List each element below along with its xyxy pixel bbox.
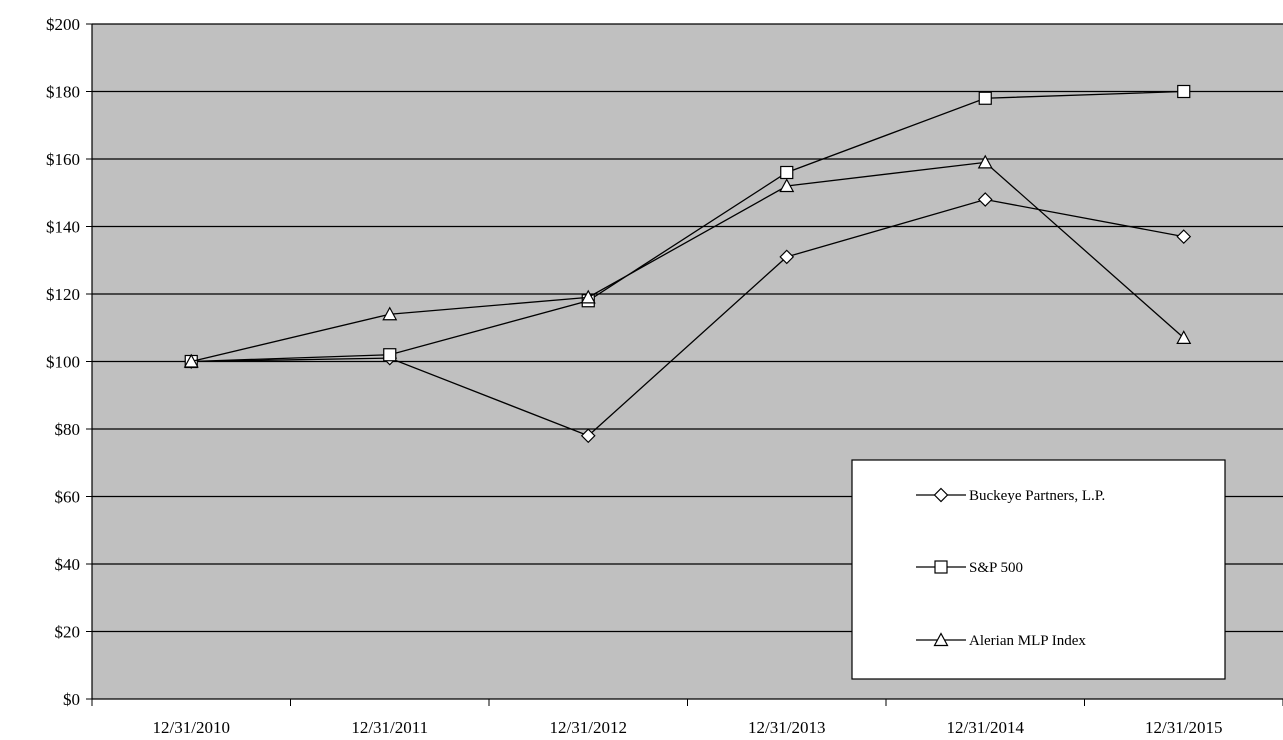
y-tick-label: $140 [46,218,80,237]
x-tick-label: 12/31/2010 [153,718,230,737]
x-tick-label: 12/31/2012 [550,718,627,737]
y-tick-label: $160 [46,150,80,169]
x-tick-label: 12/31/2013 [748,718,825,737]
x-tick-label: 12/31/2015 [1145,718,1222,737]
y-tick-label: $20 [55,623,81,642]
legend-label: S&P 500 [969,560,1023,576]
legend: Buckeye Partners, L.P. S&P 500 Alerian MLP… [851,459,1226,680]
legend-label: Alerian MLP Index [969,633,1086,649]
data-point-square-marker [978,91,992,105]
series-line [191,90,1184,363]
y-tick-label: $40 [55,555,81,574]
data-point-diamond-marker [933,487,949,503]
data-point-triangle-marker [183,353,199,368]
y-tick-label: $80 [55,420,81,439]
data-point-square-marker [1177,84,1191,99]
y-tick-label: $100 [46,353,80,372]
data-point-triangle-marker [1176,330,1192,344]
series-lines [183,84,1192,444]
data-point-diamond-marker [580,428,596,444]
y-tick-label: $200 [46,15,80,34]
series-line [191,161,1185,363]
x-tick-label: 12/31/2011 [351,718,428,737]
data-point-square-marker [934,560,948,574]
y-tick-label: $60 [55,488,81,507]
series-line [191,198,1184,437]
data-point-triangle-marker [779,178,795,193]
data-point-diamond-marker [977,192,993,207]
data-point-diamond-marker [779,249,795,265]
data-point-triangle-marker [382,306,398,321]
axes: $0 $20 $40 $60 $80 $100 $120 $140 $160 $180 $200 12… [46,15,1283,737]
data-point-triangle-marker [977,154,993,169]
y-tick-label: $0 [63,690,80,709]
data-point-triangle-marker [933,632,949,647]
legend-box [851,459,1226,680]
x-tick-label: 12/31/2014 [947,718,1025,737]
data-point-triangle-marker [580,289,596,304]
series-square [184,84,1191,369]
series-triangle [183,154,1192,368]
y-tick-label: $180 [46,83,80,102]
gridlines [92,23,1283,633]
data-point-square-marker [383,348,397,362]
y-tick-label: $120 [46,285,80,304]
data-point-diamond-marker [1176,229,1192,244]
legend-label: Buckeye Partners, L.P. [969,488,1105,504]
data-point-square-marker [780,165,794,180]
